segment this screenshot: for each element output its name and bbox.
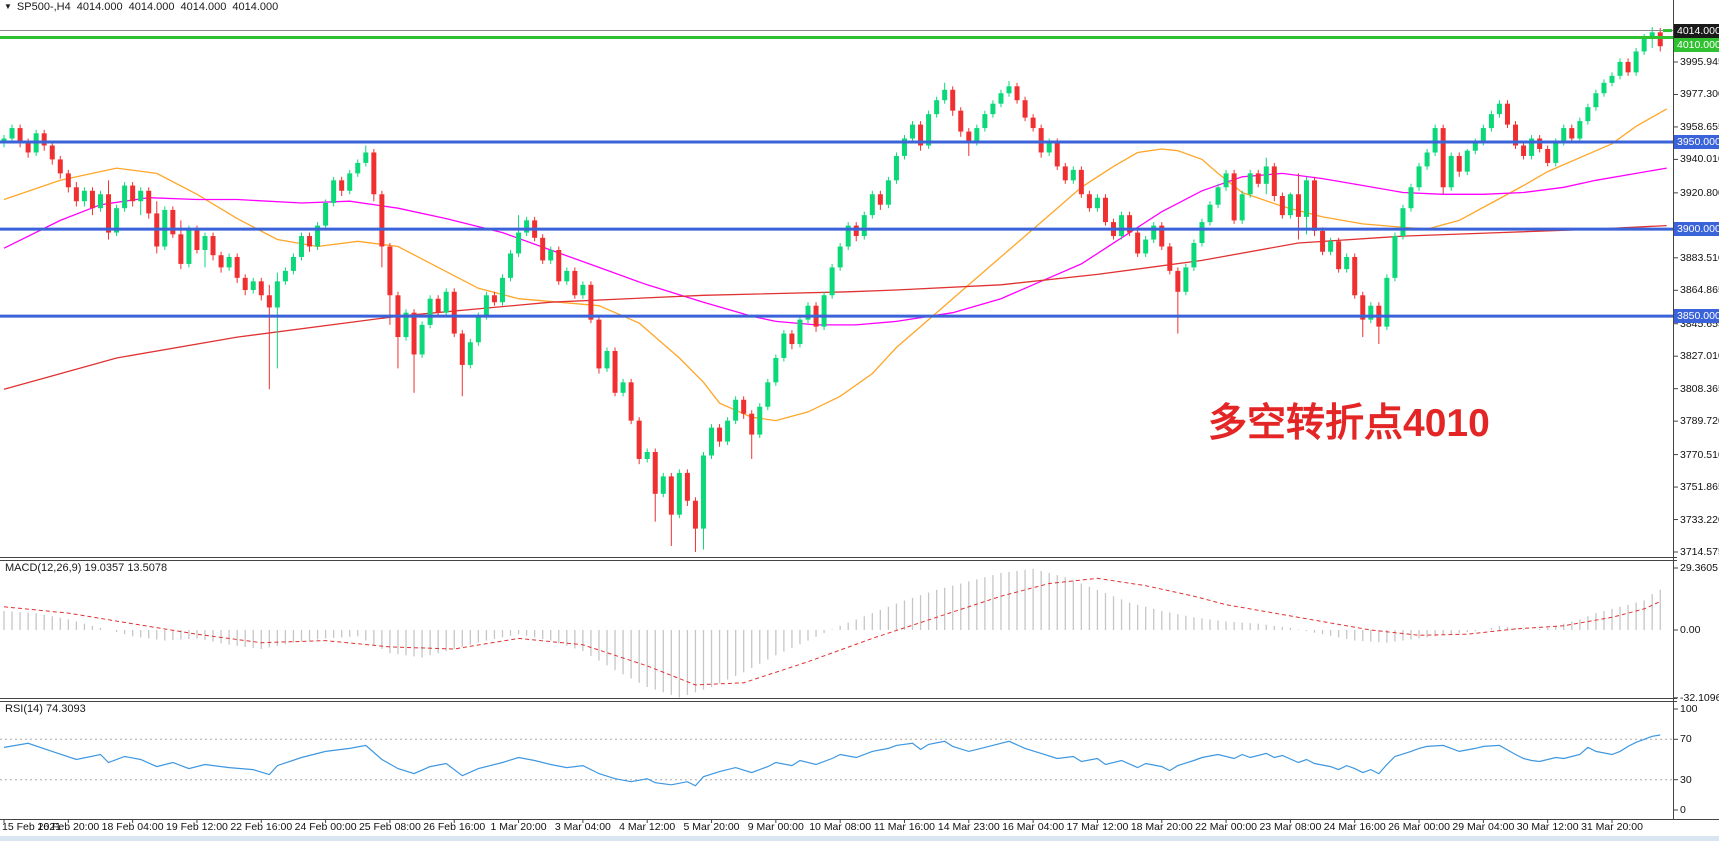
time-label: 9 Mar 00:00 bbox=[747, 821, 804, 833]
chart-frame bbox=[0, 0, 1719, 823]
symbol-dropdown-icon[interactable]: ▼ bbox=[4, 2, 12, 11]
macd-tick-label: 0.00 bbox=[1680, 624, 1701, 636]
price-tick-label: 3751.865 bbox=[1680, 481, 1719, 494]
time-label: 29 Mar 04:00 bbox=[1452, 821, 1515, 833]
time-label: 18 Mar 20:00 bbox=[1130, 821, 1193, 833]
rsi-name: RSI(14) bbox=[5, 703, 43, 715]
macd-tick-label: -32.1096 bbox=[1680, 691, 1719, 704]
ohlc-high: 4014.000 bbox=[128, 1, 175, 13]
price-tick-label: 3808.365 bbox=[1680, 382, 1719, 395]
macd-panel bbox=[3, 568, 1661, 698]
rsi-tick-label: 70 bbox=[1680, 733, 1692, 746]
macd-signal-value: 13.5078 bbox=[127, 562, 168, 574]
ohlc-close: 4014.000 bbox=[232, 1, 279, 13]
time-label: 22 Feb 16:00 bbox=[230, 821, 293, 833]
time-label: 1 Mar 20:00 bbox=[490, 821, 547, 833]
price-tick-label: 3883.510 bbox=[1680, 251, 1719, 264]
time-label: 3 Mar 04:00 bbox=[554, 821, 611, 833]
time-label: 24 Feb 00:00 bbox=[294, 821, 357, 833]
time-label: 17 Mar 12:00 bbox=[1066, 821, 1129, 833]
time-label: 16 Feb 20:00 bbox=[37, 821, 100, 833]
time-label: 15 Feb 2021 bbox=[2, 821, 61, 833]
price-tick-label: 3827.010 bbox=[1680, 350, 1719, 363]
current-price bbox=[0, 29, 1673, 33]
price-tick-label: 3733.220 bbox=[1680, 513, 1719, 526]
current-price-tag: 4014.000 bbox=[1674, 23, 1719, 38]
macd-main-value: 19.0357 bbox=[84, 562, 125, 574]
price-tick-label: 3864.865 bbox=[1680, 284, 1719, 297]
rsi-tick-label: 30 bbox=[1680, 773, 1692, 786]
price-tick-label: 3789.720 bbox=[1680, 415, 1719, 428]
price-tag-3950.000: 3950.000 bbox=[1674, 135, 1719, 149]
time-label: 10 Mar 08:00 bbox=[809, 821, 872, 833]
time-label: 5 Mar 20:00 bbox=[683, 821, 740, 833]
price-tag-4010.000: 4010.000 bbox=[1674, 38, 1719, 53]
rsi-indicator-label: RSI(14) 74.3093 bbox=[5, 703, 86, 715]
price-tick-label: 3940.010 bbox=[1680, 153, 1719, 166]
rsi-value: 74.3093 bbox=[45, 703, 86, 715]
time-label: 16 Mar 04:00 bbox=[1002, 821, 1065, 833]
price-tag-3850.000: 3850.000 bbox=[1674, 309, 1719, 324]
time-label: 26 Feb 16:00 bbox=[423, 821, 486, 833]
symbol-period-label: SP500-,H4 bbox=[16, 1, 71, 13]
time-label: 4 Mar 12:00 bbox=[619, 821, 676, 833]
time-label: 26 Mar 00:00 bbox=[1388, 821, 1450, 833]
time-label: 31 Mar 20:00 bbox=[1581, 821, 1643, 833]
time-label: 25 Feb 08:00 bbox=[358, 821, 421, 833]
macd-name: MACD(12,26,9) bbox=[5, 562, 82, 574]
bottom-strip bbox=[0, 836, 1719, 841]
macd-indicator-label: MACD(12,26,9) 19.0357 13.5078 bbox=[5, 562, 167, 574]
ohlc-low: 4014.000 bbox=[180, 1, 227, 13]
price-tick-label: 3770.510 bbox=[1680, 448, 1719, 461]
time-label: 24 Mar 16:00 bbox=[1323, 821, 1386, 833]
ohlc-open: 4014.000 bbox=[76, 1, 123, 13]
annotation-text: 多空转折点4010 bbox=[1208, 402, 1490, 445]
rsi-tick-label: 100 bbox=[1680, 703, 1698, 715]
ma-magenta-mid bbox=[3, 167, 1667, 326]
time-label: 22 Mar 00:00 bbox=[1195, 821, 1258, 833]
level-lines bbox=[0, 36, 1673, 318]
macd-tick-label: 29.3605 bbox=[1680, 562, 1718, 574]
time-label: 19 Feb 12:00 bbox=[166, 821, 228, 833]
time-label: 30 Mar 12:00 bbox=[1516, 821, 1579, 833]
rsi-tick-label: 0 bbox=[1680, 804, 1686, 816]
time-label: 18 Feb 04:00 bbox=[101, 821, 164, 833]
rsi-panel bbox=[0, 734, 1673, 787]
price-tick-label: 3958.655 bbox=[1680, 120, 1719, 133]
moving-averages bbox=[3, 108, 1668, 422]
price-tick-label: 3920.800 bbox=[1680, 186, 1719, 199]
chart-header: ▼ SP500-,H4 4014.000 4014.000 4014.000 4014.0… bbox=[4, 1, 284, 13]
time-label: 23 Mar 08:00 bbox=[1259, 821, 1322, 833]
price-tag-3900.000: 3900.000 bbox=[1674, 222, 1719, 237]
candles-layer bbox=[1, 27, 1663, 552]
time-label: 14 Mar 23:00 bbox=[937, 821, 1000, 833]
price-tick-label: 3714.575 bbox=[1680, 546, 1719, 558]
ma-red-slow bbox=[3, 224, 1667, 390]
ma-orange-fast bbox=[3, 108, 1668, 422]
time-label: 11 Mar 16:00 bbox=[873, 821, 936, 833]
price-tick-label: 3977.300 bbox=[1680, 88, 1719, 101]
price-tick-label: 3995.945 bbox=[1680, 56, 1719, 68]
